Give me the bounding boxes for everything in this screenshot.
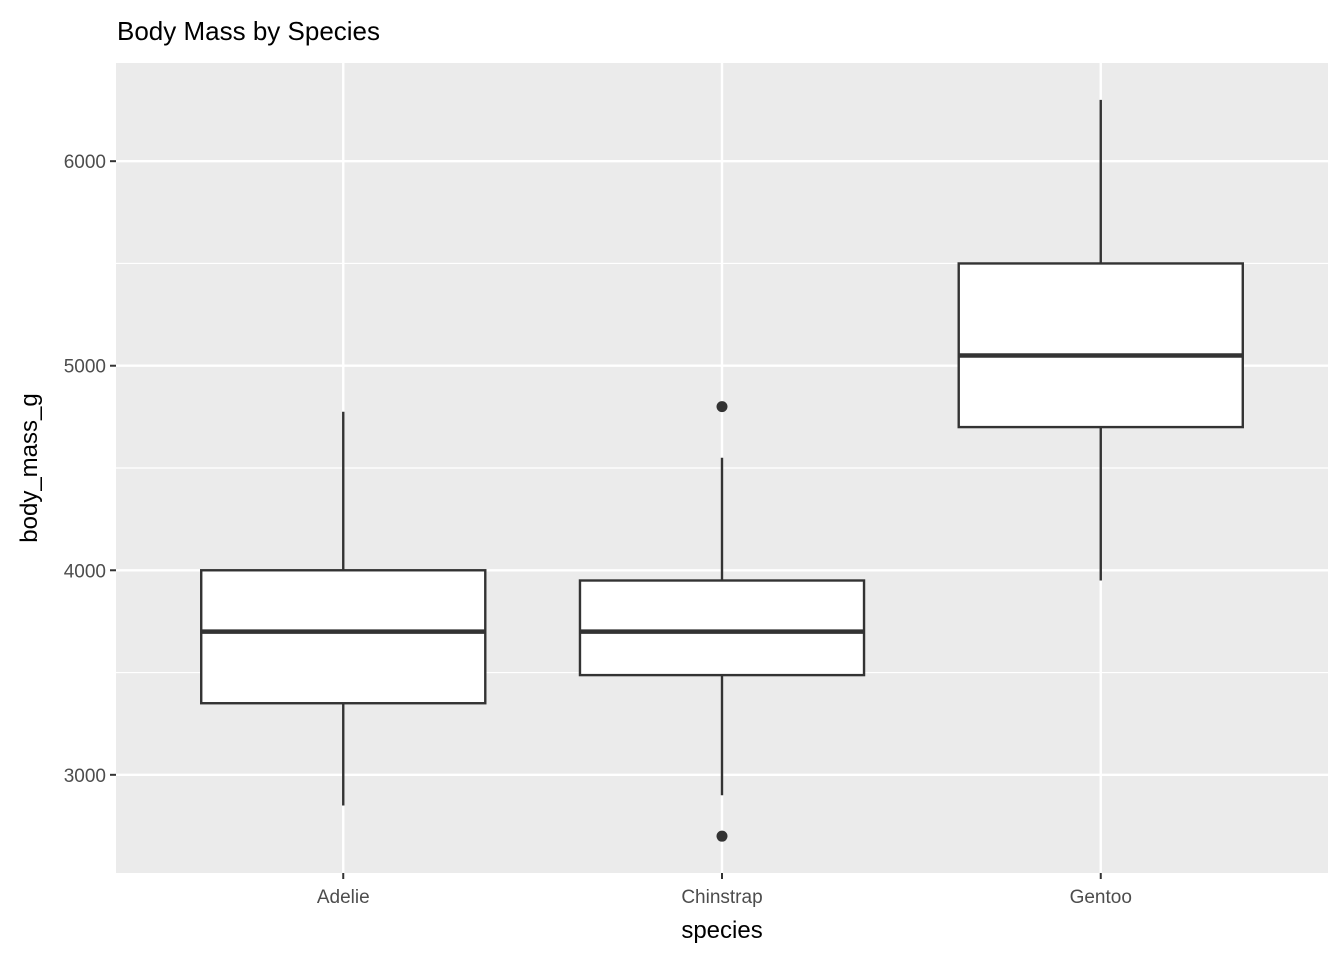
y-tick-label: 3000 [64, 766, 106, 787]
y-axis-label: body_mass_g [16, 393, 43, 542]
y-tick-label: 5000 [64, 357, 106, 378]
x-tick-label: Gentoo [1070, 887, 1132, 908]
y-tick-label: 4000 [64, 561, 106, 582]
box-gentoo [957, 262, 1244, 429]
y-tick-label: 6000 [64, 152, 106, 173]
outlier-point [716, 830, 728, 842]
x-axis-label: species [681, 917, 762, 944]
x-tick-label: Adelie [317, 887, 370, 908]
box-chinstrap [578, 579, 866, 677]
outlier-point [716, 401, 728, 413]
box-adelie [200, 569, 487, 705]
chart-title: Body Mass by Species [117, 16, 380, 46]
x-tick-label: Chinstrap [681, 887, 762, 908]
